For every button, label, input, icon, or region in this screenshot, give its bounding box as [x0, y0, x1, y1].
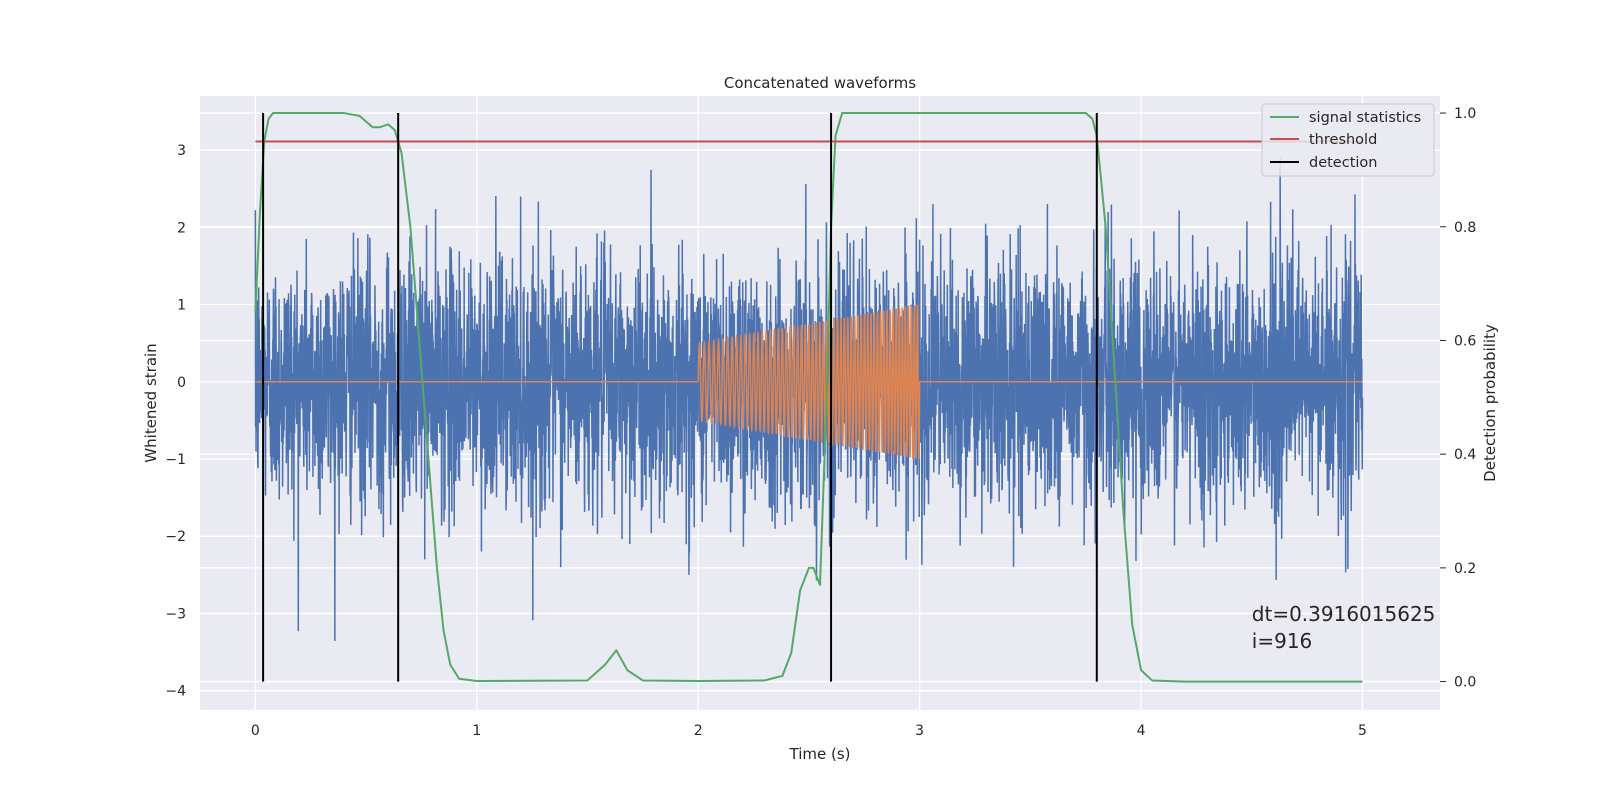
y-tick-label-right: 0.0 — [1454, 675, 1476, 691]
y-tick-label-right: 1.0 — [1454, 106, 1476, 122]
y-tick-label: −4 — [165, 684, 186, 700]
annotation-text: i=916 — [1252, 629, 1313, 653]
series-chirp-line — [255, 304, 1363, 460]
series-signal-statistics-line — [254, 112, 1363, 683]
annotation-text: dt=0.3916015625 — [1252, 602, 1436, 626]
y-tick-label: −3 — [165, 606, 186, 622]
x-tick-label: 2 — [694, 723, 703, 739]
legend-box — [1261, 103, 1435, 177]
chart-title: Concatenated waveforms — [724, 74, 916, 92]
y-axis-label-right: Detection probability — [1481, 324, 1499, 482]
y-tick-label: −2 — [165, 529, 186, 545]
legend-label-signal-statistics: signal statistics — [1309, 110, 1421, 126]
x-axis-label: Time (s) — [789, 745, 851, 763]
y-tick-label-right: 0.6 — [1454, 333, 1476, 349]
y-tick-label-right: 0.2 — [1454, 561, 1476, 577]
x-tick-label: 0 — [251, 723, 260, 739]
y-tick-label-right: 0.4 — [1454, 447, 1476, 463]
series-noise-line — [254, 158, 1364, 641]
y-tick-label: 2 — [177, 220, 186, 236]
y-tick-label: 0 — [177, 375, 186, 391]
y-tick-label: 3 — [177, 143, 186, 159]
legend-label-detection: detection — [1309, 155, 1377, 171]
y-tick-label: 1 — [177, 298, 186, 314]
annotations: dt=0.3916015625 i=916 — [1252, 602, 1436, 653]
y-tick-label-right: 0.8 — [1454, 220, 1476, 236]
y-tick-label: −1 — [165, 452, 186, 468]
x-tick-label: 5 — [1358, 723, 1367, 739]
plot-area — [254, 112, 1364, 683]
y-axis-label: Whitened strain — [142, 343, 160, 462]
legend-label-threshold: threshold — [1309, 132, 1377, 148]
legend: signal statistics threshold detection — [1261, 103, 1435, 177]
x-tick-label: 3 — [915, 723, 924, 739]
x-tick-label: 4 — [1137, 723, 1146, 739]
ticks: 0 1 2 3 4 5 −4 −3 −2 −1 0 1 2 3 0.0 0.2 0.4 0.6 0.8 1.0 — [165, 106, 1476, 739]
x-tick-label: 1 — [472, 723, 481, 739]
